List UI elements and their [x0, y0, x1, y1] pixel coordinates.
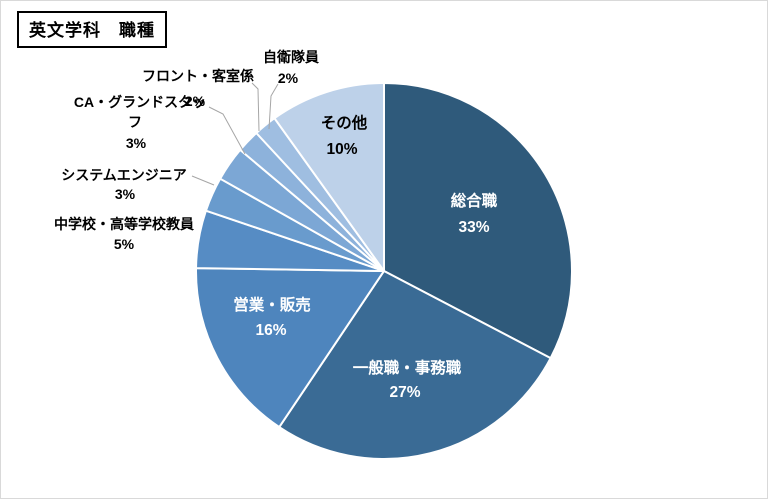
- pie-slice-1: [278, 270, 552, 460]
- label-sonota: 10%: [326, 141, 357, 158]
- label-ippanshoku-jimushoku: 一般職・事務職: [353, 358, 462, 377]
- label-eigyou-hanbai: 営業・販売: [233, 295, 311, 314]
- chart-title-box: 英文学科 職種: [17, 11, 167, 48]
- label-chuugakkou-koutougakkou-kyouin: 5%: [114, 236, 135, 252]
- label-sonota: その他: [321, 113, 368, 132]
- pie-slice-0: [383, 82, 574, 360]
- pie-slice-2: [195, 267, 385, 429]
- label-ca-ground-staff: CA・グランドスタッ: [74, 94, 206, 110]
- label-system-engineer: 3%: [115, 186, 136, 202]
- label-sougoushoku: 33%: [458, 219, 489, 236]
- leader-jieitaiin: [268, 83, 279, 130]
- label-sougoushoku: 総合職: [451, 191, 498, 210]
- leader-system-engineer: [191, 175, 215, 186]
- label-chuugakkou-koutougakkou-kyouin: 中学校・高等学校教員: [54, 216, 194, 232]
- label-front-kyakushitsugakari: フロント・客室係: [142, 68, 254, 84]
- label-jieitaiin: 2%: [278, 70, 299, 86]
- label-ippanshoku-jimushoku: 27%: [389, 384, 420, 401]
- leader-ca-ground-staff: [208, 106, 246, 155]
- label-eigyou-hanbai: 16%: [255, 322, 286, 339]
- pie-slice-8: [273, 82, 385, 272]
- leader-front-kyakushitsugakari: [251, 82, 260, 132]
- label-front-kyakushitsugakari: 2%: [185, 93, 206, 109]
- label-ca-ground-staff: 3%: [126, 135, 147, 151]
- label-jieitaiin: 自衛隊員: [263, 49, 319, 65]
- chart-title: 英文学科 職種: [29, 21, 155, 40]
- label-system-engineer: システムエンジニア: [61, 167, 187, 183]
- label-ca-ground-staff: フ: [128, 114, 142, 130]
